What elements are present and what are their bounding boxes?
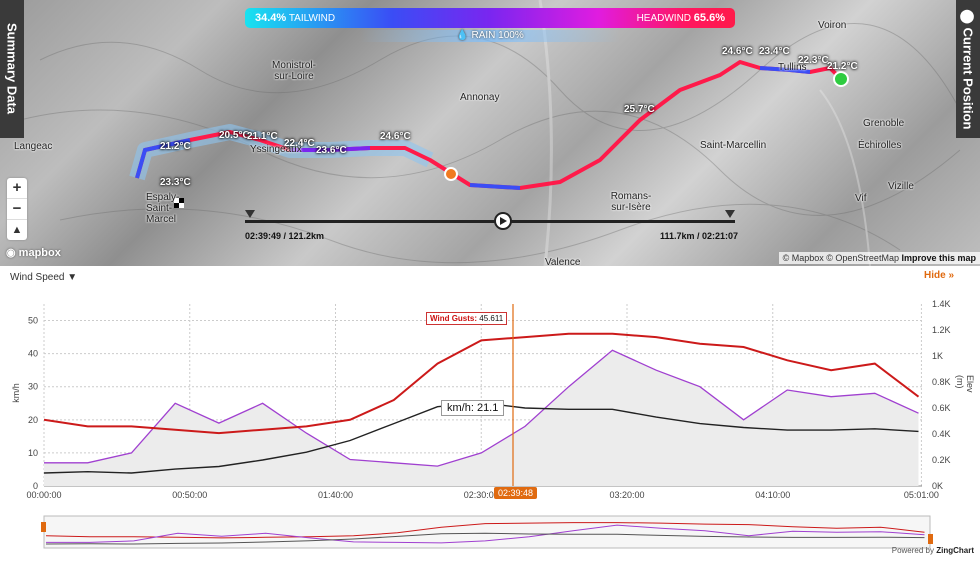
wind-gusts-line <box>43 332 920 435</box>
double-chevron-down-icon: » <box>948 270 954 281</box>
x-tick: 05:01:00 <box>904 490 939 500</box>
current-position-tab[interactable]: ⬤ Current Position <box>956 0 980 138</box>
overview-gust-line <box>45 522 925 539</box>
y-left-tick: 40 <box>28 349 38 359</box>
temp-label: 24.6°C <box>380 131 411 142</box>
x-tick: 02:30:00 <box>464 490 499 500</box>
place-label: Romans-sur-Isère <box>610 191 652 213</box>
y-right-tick: 1.2K <box>932 325 951 335</box>
wind-speed-chart[interactable]: 0 10 20 30 40 50 0K 0.2K 0.4K 0.6K 0.8K 1K 1.2K 1.4K 0… <box>0 266 980 562</box>
temp-label: 21.1°C <box>247 131 278 142</box>
hide-chart-button[interactable]: Hide » <box>923 270 954 281</box>
wind-summary-bar: 34.4% TAILWIND HEADWIND 65.6% <box>245 8 735 28</box>
overview-speed-line <box>46 524 925 544</box>
y-right-tick: 0K <box>932 481 943 491</box>
compass-icon[interactable]: ▲ <box>11 224 23 236</box>
overview-elevation-line <box>45 532 925 545</box>
temp-label: 23.6°C <box>316 145 347 156</box>
y-left-axis-label: km/h <box>10 383 21 403</box>
place-label: Annonay <box>460 92 500 103</box>
current-position-marker <box>444 167 458 181</box>
x-tick: 03:20:00 <box>609 490 644 500</box>
place-label: Yssingeaux <box>250 144 302 155</box>
place-label: Monistrol-sur-Loire <box>272 60 316 82</box>
mapbox-logo[interactable]: ◉ mapbox <box>6 247 61 259</box>
metric-selector[interactable]: Wind Speed ▼ <box>10 272 78 283</box>
start-marker <box>833 71 849 87</box>
scrub-right-readout: 111.7km / 02:21:07 <box>660 231 739 241</box>
temp-label: 23.3°C <box>160 177 191 188</box>
place-label: Saint-Marcellin <box>700 140 767 151</box>
place-label: Espaly-Saint-Marcel <box>146 192 180 225</box>
y-left-tick: 20 <box>28 415 38 425</box>
map-terrain <box>19 0 961 266</box>
rain-summary-bar: 💧 RAIN 100% <box>360 30 620 42</box>
play-icon <box>500 217 507 225</box>
temp-label: 21.2°C <box>160 141 191 152</box>
cursor-time-label: 02:39:48 <box>494 487 538 499</box>
y-right-tick: 0.6K <box>932 403 951 413</box>
temp-label: 22.3°C <box>798 55 829 66</box>
x-tick: 01:40:00 <box>318 490 353 500</box>
route-map[interactable]: Voiron Monistrol-sur-Loire Annonay Tulli… <box>0 0 980 266</box>
attribution-osm[interactable]: © OpenStreetMap <box>826 253 899 263</box>
attribution-mapbox[interactable]: © Mapbox <box>782 253 824 263</box>
y-right-tick: 1.4K <box>932 299 951 309</box>
range-start-handle <box>245 210 255 218</box>
y-right-axis-label: Elev (m) <box>955 375 975 393</box>
place-label: Vizille <box>888 181 914 192</box>
mapbox-icon: ◉ <box>6 247 16 259</box>
y-right-tick: 0.2K <box>932 455 951 465</box>
circle-icon: ⬤ <box>960 8 976 24</box>
y-left-tick: 10 <box>28 448 38 458</box>
tailwind-summary: 34.4% TAILWIND <box>255 12 336 24</box>
temp-label: 24.6°C <box>722 46 753 57</box>
temp-label: 21.2°C <box>827 61 858 72</box>
temp-label: 23.4°C <box>759 46 790 57</box>
x-tick: 00:50:00 <box>172 490 207 500</box>
scrub-left-readout: 02:39:49 / 121.2km <box>245 231 325 241</box>
temp-label: 22.4°C <box>284 138 315 149</box>
wind-speed-line <box>44 349 919 467</box>
caret-down-icon: ▼ <box>67 272 78 283</box>
y-left-tick: 50 <box>28 316 38 326</box>
y-left-tick: 30 <box>28 382 38 392</box>
overview-right-handle <box>928 534 933 544</box>
place-label: Valence <box>545 257 581 266</box>
wind-gusts-tooltip: Wind Gusts: 45.611 <box>426 312 508 325</box>
map-attribution: © Mapbox © OpenStreetMap Improve this ma… <box>778 252 980 264</box>
wind-speed-tooltip: km/h: 21.1 <box>441 400 505 416</box>
powered-by[interactable]: Powered by ZingChart <box>891 546 974 555</box>
range-end-handle <box>725 210 735 218</box>
place-label: Échirolles <box>858 140 902 151</box>
zoom-in-button[interactable]: + <box>7 178 27 199</box>
temp-label: 20.5°C <box>219 130 250 141</box>
y-left-tick: 0 <box>33 481 38 491</box>
y-right-tick: 0.8K <box>932 377 951 387</box>
headwind-summary: HEADWIND 65.6% <box>636 12 725 24</box>
timeline-scrubber[interactable] <box>245 210 735 232</box>
x-tick: 00:00:00 <box>26 490 61 500</box>
summary-data-tab[interactable]: Summary Data <box>0 0 24 138</box>
y-right-tick: 0.4K <box>932 429 951 439</box>
zoom-out-button[interactable]: − <box>7 199 27 220</box>
elevation-area <box>44 350 919 486</box>
raindrop-icon: 💧 <box>456 30 469 41</box>
overview-left-handle <box>41 522 46 532</box>
y-right-tick: 1K <box>932 351 943 361</box>
x-tick: 04:10:00 <box>755 490 790 500</box>
place-label: Tullins <box>778 62 807 73</box>
route-line <box>135 60 842 190</box>
place-label: Voiron <box>818 20 847 31</box>
zoom-controls: + − ▲ <box>7 178 27 240</box>
temp-label: 25.7°C <box>624 104 655 115</box>
place-label: Vif <box>855 193 867 204</box>
place-label: Grenoble <box>863 118 905 129</box>
place-label: Langeac <box>14 141 53 152</box>
improve-map-link[interactable]: Improve this map <box>901 253 976 263</box>
